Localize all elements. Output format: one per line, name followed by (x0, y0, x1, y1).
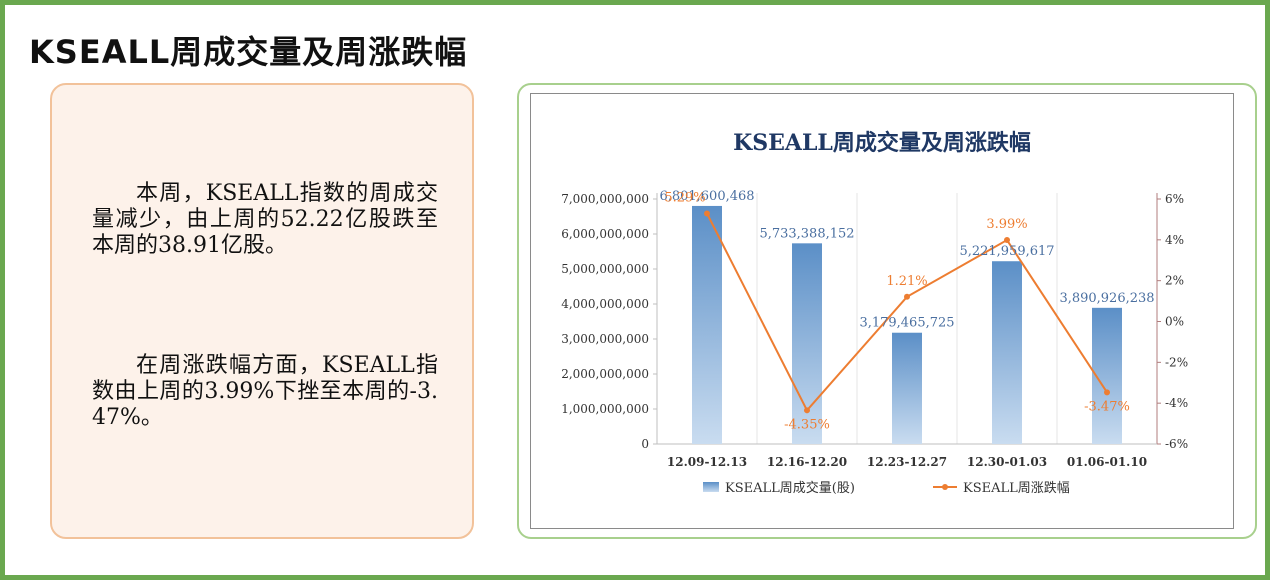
left-axis-tick-label: 5,000,000,000 (561, 262, 649, 276)
x-axis-tick-label: 01.06-01.10 (1067, 455, 1147, 469)
line-point (704, 210, 710, 217)
left-axis-tick-label: 1,000,000,000 (561, 402, 649, 416)
line-data-label: 5.29% (664, 190, 705, 205)
right-axis-tick-label: 2% (1165, 274, 1184, 288)
line-point (1004, 237, 1010, 244)
x-axis-tick-label: 12.09-12.13 (667, 455, 747, 469)
combo-chart: KSEALL周成交量及周涨跌幅 0 1,000,000,000 2,000,000,… (561, 130, 1188, 496)
left-axis-tick-label: 0 (641, 437, 649, 451)
line-point (1104, 389, 1110, 396)
right-axis-tick-label: 0% (1165, 315, 1184, 329)
left-axis-tick-label: 6,000,000,000 (561, 227, 649, 241)
left-axis-tick-label: 4,000,000,000 (561, 297, 649, 311)
line-data-label: 1.21% (886, 274, 927, 289)
bar (892, 332, 922, 444)
summary-card: 本周，KSEALL指数的周成交量减少，由上周的52.22亿股跌至本周的38.91… (50, 83, 474, 539)
right-axis-tick-label: -4% (1165, 396, 1188, 410)
right-axis-tick-label: 4% (1165, 233, 1184, 247)
left-axis-tick-label: 7,000,000,000 (561, 192, 649, 206)
chart-panel: KSEALL周成交量及周涨跌幅 0 1,000,000,000 2,000,000,… (530, 93, 1234, 529)
bar-data-label: 3,890,926,238 (1059, 291, 1154, 306)
chart-card: KSEALL周成交量及周涨跌幅 0 1,000,000,000 2,000,000,… (517, 83, 1257, 539)
right-axis-tick-label: -6% (1165, 437, 1188, 451)
chart-title: KSEALL周成交量及周涨跌幅 (733, 130, 1031, 156)
bar-data-label: 6,801,600,468 (659, 189, 754, 204)
bar (992, 261, 1022, 444)
summary-paragraph-volume: 本周，KSEALL指数的周成交量减少，由上周的52.22亿股跌至本周的38.91… (92, 181, 438, 258)
left-axis-tick-label: 2,000,000,000 (561, 367, 649, 381)
line-data-label: -3.47% (1084, 399, 1130, 414)
line-point (804, 407, 810, 414)
line-data-label: -4.35% (784, 417, 830, 432)
bar (792, 243, 822, 444)
left-axis-tick-label: 3,000,000,000 (561, 332, 649, 346)
legend-bar-swatch (703, 482, 719, 492)
line-data-label: 3.99% (986, 217, 1027, 232)
legend-bar-label: KSEALL周成交量(股) (725, 480, 855, 496)
right-axis-tick-label: -2% (1165, 355, 1188, 369)
bar-data-label: 5,221,959,617 (959, 244, 1054, 259)
right-axis-tick-label: 6% (1165, 192, 1184, 206)
x-axis-tick-label: 12.30-01.03 (967, 455, 1047, 469)
x-axis-tick-label: 12.16-12.20 (767, 455, 847, 469)
bar (692, 205, 722, 444)
bar-data-label: 3,179,465,725 (859, 316, 954, 331)
line-point (904, 293, 910, 300)
bar-data-label: 5,733,388,152 (759, 226, 854, 241)
legend-line-label: KSEALL周涨跌幅 (963, 480, 1070, 496)
summary-paragraph-change: 在周涨跌幅方面，KSEALL指数由上周的3.99%下挫至本周的-3.47%。 (92, 353, 438, 430)
page-title: KSEALL周成交量及周涨跌幅 (29, 33, 468, 71)
legend-line-marker (942, 484, 948, 490)
x-axis-tick-label: 12.23-12.27 (867, 455, 947, 469)
